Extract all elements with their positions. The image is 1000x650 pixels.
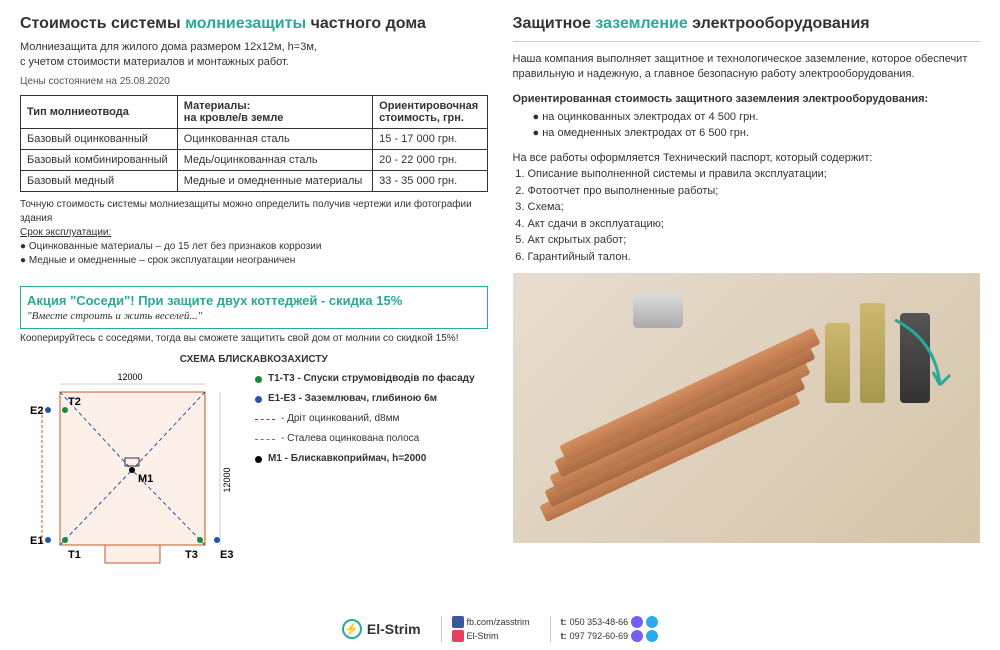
svg-text:E1: E1 <box>30 535 43 547</box>
cost-item: ● на оцинкованных электродах от 4 500 гр… <box>513 109 981 126</box>
grounding-rods-photo <box>513 273 981 543</box>
svg-text:T1: T1 <box>68 549 81 561</box>
passport-block: На все работы оформляется Технический па… <box>513 150 981 266</box>
brand-logo: ⚡ El-Strim <box>342 619 421 639</box>
promo-box: Акция "Соседи"! При защите двух коттедже… <box>20 286 488 329</box>
price-table: Тип молниеотводаМатериалы: на кровле/в з… <box>20 95 488 192</box>
sub2: с учетом стоимости материалов и монтажны… <box>20 56 488 68</box>
svg-text:E3: E3 <box>220 549 233 561</box>
diagram-title: СХЕМА БЛИСКАВКОЗАХИСТУ <box>20 354 488 365</box>
instagram-icon <box>452 630 464 642</box>
viber-icon <box>631 630 643 642</box>
footer: ⚡ El-Strim fb.com/zasstrim El-Strim t: 0… <box>0 616 1000 642</box>
telegram-icon <box>646 616 658 628</box>
svg-text:T3: T3 <box>185 549 198 561</box>
right-title: Защитное заземление электрооборудования <box>513 15 981 33</box>
sub1: Молниезащита для жилого дома размером 12… <box>20 41 488 53</box>
lightning-icon: ⚡ <box>342 619 362 639</box>
table-row: Базовый оцинкованныйОцинкованная сталь15… <box>21 129 488 150</box>
diagram-legend: Т1-Т3 - Спуски струмовідводів по фасаду … <box>255 370 475 580</box>
viber-icon <box>631 616 643 628</box>
lightning-diagram: 12000 12000 E2 T2 E1 T1 T3 E3 M1 <box>20 370 240 580</box>
telegram-icon <box>646 630 658 642</box>
svg-text:12000: 12000 <box>222 467 232 492</box>
cost-heading: Ориентированная стоимость защитного зазе… <box>513 93 981 105</box>
cost-item: ● на омедненных электродах от 6 500 грн. <box>513 125 981 142</box>
table-row: Базовый комбинированныйМедь/оцинкованная… <box>21 150 488 171</box>
svg-text:E2: E2 <box>30 405 43 417</box>
svg-text:M1: M1 <box>138 473 153 485</box>
promo-text: Кооперируйтесь с соседями, тогда вы смож… <box>20 333 488 344</box>
note: Точную стоимость системы молниезащиты мо… <box>20 198 488 268</box>
svg-text:12000: 12000 <box>117 372 142 382</box>
facebook-icon <box>452 616 464 628</box>
table-row: Базовый медныйМедные и омедненные матери… <box>21 171 488 192</box>
intro-text: Наша компания выполняет защитное и техно… <box>513 52 981 83</box>
svg-text:T2: T2 <box>68 396 81 408</box>
left-title: Стоимость системы молниезащиты частного … <box>20 15 488 33</box>
price-date: Цены состоянием на 25.08.2020 <box>20 76 488 87</box>
